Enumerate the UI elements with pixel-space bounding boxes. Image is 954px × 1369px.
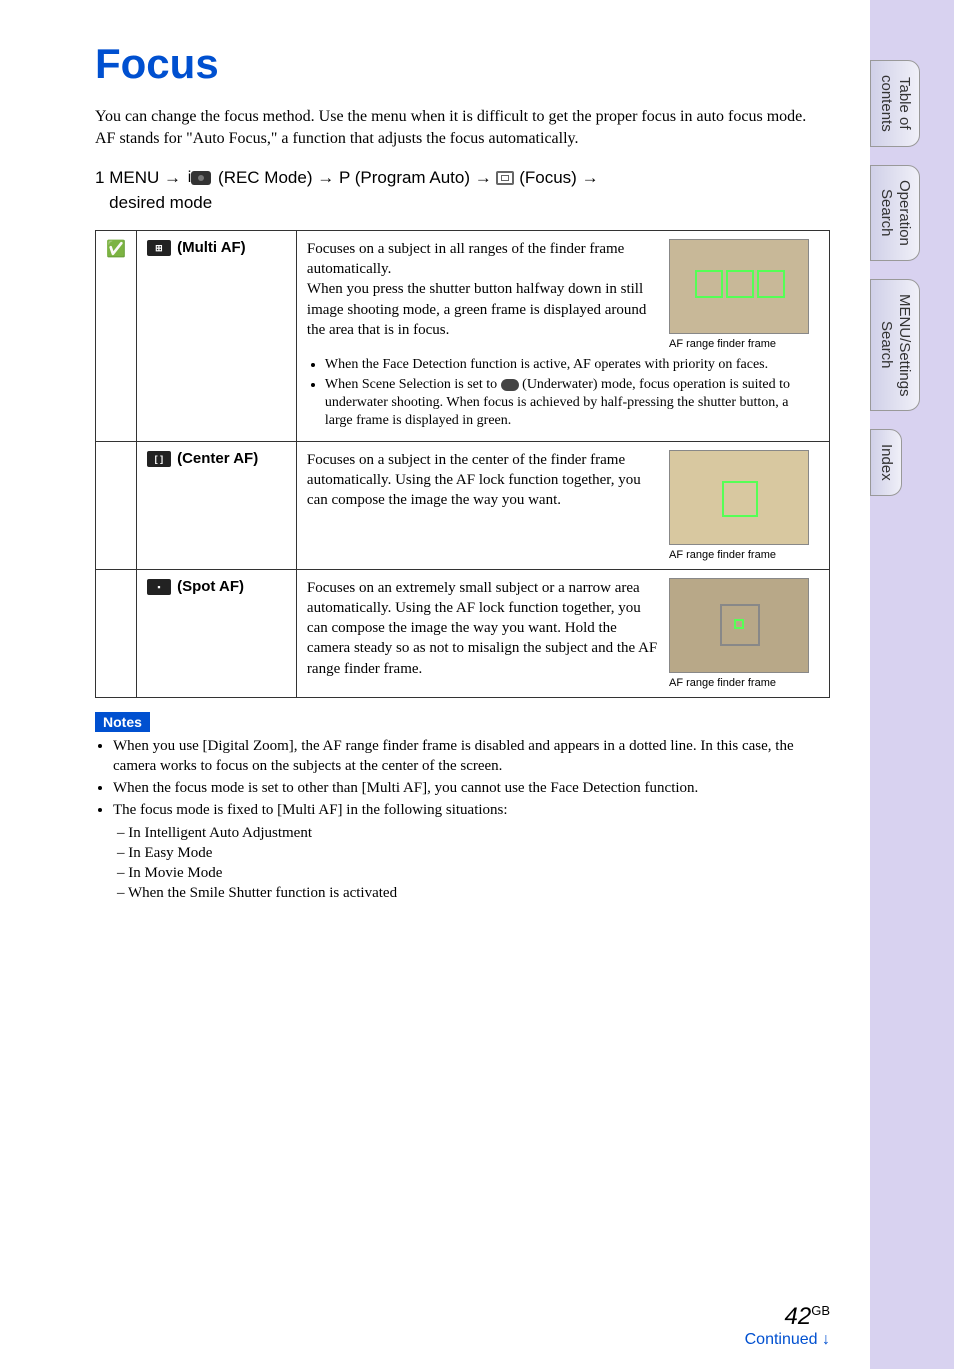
notes-label: Notes bbox=[95, 712, 150, 732]
spot-af-icon: ▪ bbox=[147, 579, 171, 595]
note-subitem: When the Smile Shutter function is activ… bbox=[131, 883, 830, 903]
note-subitem: In Movie Mode bbox=[131, 863, 830, 883]
step-number: 1 bbox=[95, 168, 104, 187]
notes-section: Notes When you use [Digital Zoom], the A… bbox=[95, 712, 830, 904]
center-af-desc: Focuses on a subject in the center of th… bbox=[307, 452, 641, 509]
camera-icon: i bbox=[188, 166, 212, 190]
center-af-icon: [ ] bbox=[147, 451, 171, 467]
tab-index[interactable]: Index bbox=[870, 429, 902, 496]
spot-af-thumbnail bbox=[669, 578, 809, 673]
program-auto-label: (Program Auto) bbox=[355, 168, 470, 187]
note-item: The focus mode is fixed to [Multi AF] in… bbox=[113, 800, 830, 903]
arrow-icon: → bbox=[164, 168, 181, 187]
page-footer: 42GB Continued ↓ bbox=[745, 1303, 830, 1349]
rec-mode-label: (REC Mode) bbox=[218, 168, 312, 187]
arrow-icon: → bbox=[317, 168, 334, 187]
note-item: When the focus mode is set to other than… bbox=[113, 778, 830, 798]
table-row: [ ] (Center AF) Focuses on a subject in … bbox=[96, 441, 830, 569]
focus-icon bbox=[496, 171, 514, 185]
page-number: 42 bbox=[785, 1303, 812, 1330]
note-subitem: In Intelligent Auto Adjustment bbox=[131, 823, 830, 843]
multi-af-bullet1: When the Face Detection function is acti… bbox=[325, 356, 819, 374]
underwater-icon bbox=[501, 379, 519, 391]
spot-af-desc: Focuses on an extremely small subject or… bbox=[307, 580, 657, 677]
note-item: When you use [Digital Zoom], the AF rang… bbox=[113, 736, 830, 777]
focus-options-table: ✅ ⊞ (Multi AF) Focuses on a subject in a… bbox=[95, 230, 830, 698]
intro-p2: AF stands for "Auto Focus," a function t… bbox=[95, 128, 830, 150]
spot-af-label: (Spot AF) bbox=[177, 578, 244, 595]
arrow-icon: → bbox=[475, 168, 492, 187]
multi-af-label: (Multi AF) bbox=[177, 239, 246, 256]
center-af-label: (Center AF) bbox=[177, 450, 258, 467]
p-icon: P bbox=[339, 168, 350, 187]
center-af-caption: AF range finder frame bbox=[669, 549, 776, 561]
note-subitem: In Easy Mode bbox=[131, 843, 830, 863]
tab-toc[interactable]: Table of contents bbox=[870, 60, 920, 147]
arrow-icon: → bbox=[582, 168, 599, 187]
spot-af-caption: AF range finder frame bbox=[669, 677, 776, 689]
tab-operation-search[interactable]: Operation Search bbox=[870, 165, 920, 261]
continued-label: Continued ↓ bbox=[745, 1331, 830, 1349]
page-gb: GB bbox=[811, 1303, 830, 1318]
center-af-thumbnail bbox=[669, 450, 809, 545]
focus-label: (Focus) bbox=[519, 168, 577, 187]
multi-af-desc: Focuses on a subject in all ranges of th… bbox=[307, 241, 647, 338]
multi-af-thumbnail bbox=[669, 239, 809, 334]
intro-p1: You can change the focus method. Use the… bbox=[95, 106, 830, 128]
multi-af-icon: ⊞ bbox=[147, 240, 171, 256]
table-row: ▪ (Spot AF) Focuses on an extremely smal… bbox=[96, 569, 830, 697]
tab-menu-settings-search[interactable]: MENU/Settings Search bbox=[870, 279, 920, 412]
check-icon: ✅ bbox=[106, 241, 126, 258]
menu-label: MENU bbox=[109, 168, 159, 187]
table-row: ✅ ⊞ (Multi AF) Focuses on a subject in a… bbox=[96, 230, 830, 441]
menu-path: 1 MENU → i (REC Mode) → P (Program Auto)… bbox=[95, 165, 830, 216]
desired-mode-label: desired mode bbox=[109, 193, 212, 212]
multi-af-caption: AF range finder frame bbox=[669, 338, 776, 350]
multi-af-bullet2: When Scene Selection is set to (Underwat… bbox=[325, 376, 819, 431]
page-title: Focus bbox=[95, 40, 830, 88]
